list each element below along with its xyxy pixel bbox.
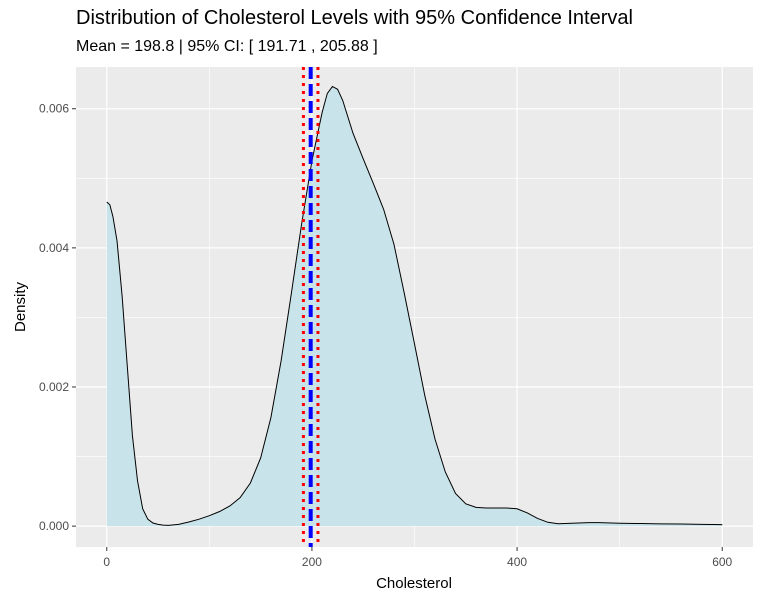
- y-tick-label: 0.002: [39, 380, 69, 394]
- x-tick-label: 200: [302, 555, 322, 569]
- density-area: [106, 86, 723, 527]
- chart-subtitle: Mean = 198.8 | 95% CI: [ 191.71 , 205.88…: [76, 38, 378, 55]
- y-axis-title: Density: [12, 281, 29, 332]
- y-tick-label: 0.006: [39, 102, 69, 116]
- y-tick-label: 0.000: [39, 519, 69, 533]
- y-tick-label: 0.004: [39, 241, 69, 255]
- x-tick-label: 0: [103, 555, 110, 569]
- x-axis-ticks: 0 200 400 600: [103, 547, 733, 569]
- x-tick-label: 400: [507, 555, 527, 569]
- y-axis-ticks: 0.000 0.002 0.004 0.006: [39, 102, 76, 533]
- density-line: [106, 85, 723, 526]
- x-axis-title: Cholesterol: [376, 575, 452, 592]
- chart-title: Distribution of Cholesterol Levels with …: [76, 7, 633, 29]
- x-tick-label: 600: [712, 555, 732, 569]
